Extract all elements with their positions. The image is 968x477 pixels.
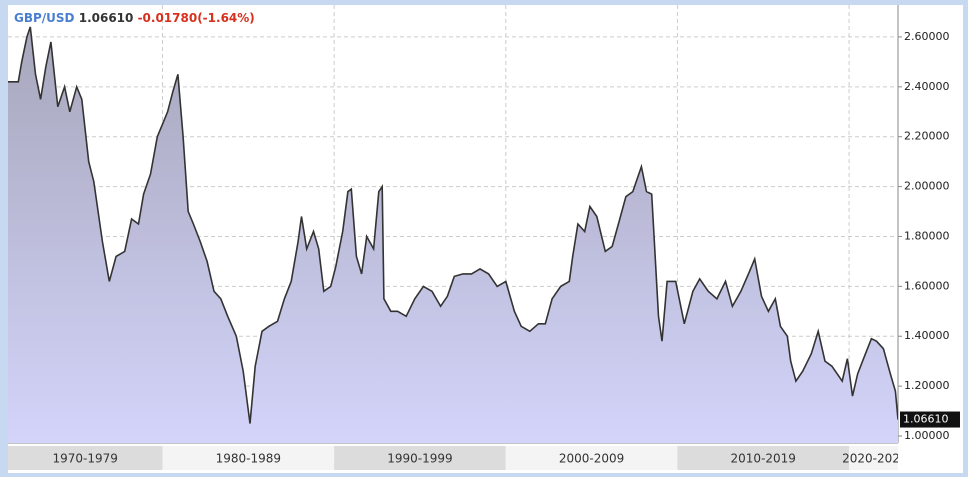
x-band [849, 446, 898, 470]
y-tick-label: 1.20000 [904, 379, 950, 392]
x-band [8, 446, 163, 470]
y-tick-label: 2.00000 [904, 180, 950, 193]
y-tick-label: 2.20000 [904, 130, 950, 143]
x-band-label: 2020-2022 [842, 452, 907, 466]
x-band [505, 446, 678, 470]
y-tick-label: 2.40000 [904, 80, 950, 93]
header: GBP/USD 1.06610 -0.01780(-1.64%) [14, 11, 255, 25]
x-band-label: 2000-2009 [559, 452, 624, 466]
x-band [162, 446, 335, 470]
area [8, 26, 898, 443]
y-tick-label: 1.40000 [904, 329, 950, 342]
x-band-label: 1980-1989 [216, 452, 281, 466]
y-tick-label: 1.00000 [904, 429, 950, 442]
last-price-label: 1.06610 [903, 413, 949, 426]
last-price-box [900, 411, 960, 428]
y-tick-label: 1.80000 [904, 229, 950, 242]
x-band-label: 2010-2019 [731, 452, 796, 466]
symbol: GBP/USD [14, 11, 75, 25]
y-tick-label: 1.60000 [904, 279, 950, 292]
y-tick-label: 2.60000 [904, 30, 950, 43]
line [8, 26, 898, 424]
x-band-label: 1970-1979 [53, 452, 118, 466]
x-band [334, 446, 506, 470]
x-band [677, 446, 850, 470]
change: -0.01780(-1.64%) [138, 11, 255, 25]
price: 1.06610 [79, 11, 134, 25]
x-band-label: 1990-1999 [387, 452, 452, 466]
